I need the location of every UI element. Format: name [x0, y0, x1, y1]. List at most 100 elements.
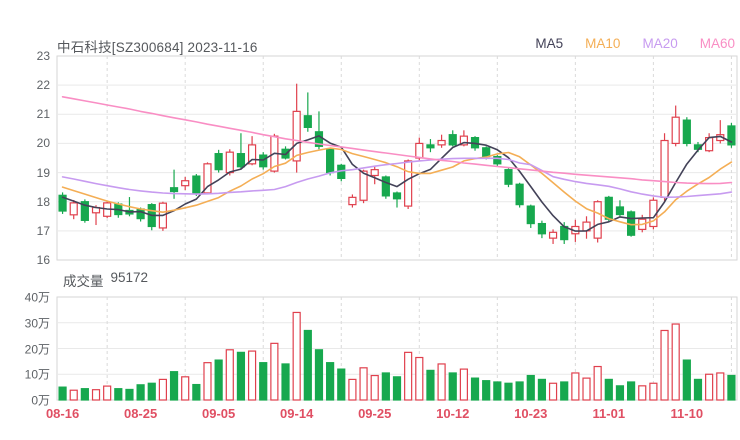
volume-bar[interactable]: [58, 386, 67, 401]
volume-bar[interactable]: [147, 382, 156, 401]
volume-bar[interactable]: [80, 388, 89, 401]
candle-body[interactable]: [504, 169, 513, 185]
candle-body[interactable]: [80, 201, 89, 221]
volume-bar[interactable]: [560, 381, 569, 401]
candle-body[interactable]: [192, 175, 201, 194]
date-tick-label[interactable]: 10-23: [514, 406, 548, 421]
date-tick-label[interactable]: 11-10: [670, 406, 704, 421]
volume-bar[interactable]: [181, 376, 190, 401]
volume-bar[interactable]: [504, 382, 513, 401]
volume-bar[interactable]: [381, 372, 390, 401]
volume-bar[interactable]: [649, 382, 658, 401]
volume-bar[interactable]: [158, 378, 168, 401]
volume-bar[interactable]: [281, 363, 290, 401]
date-tick-label[interactable]: 09-05: [202, 406, 236, 421]
candle-body[interactable]: [404, 160, 413, 207]
candle-body[interactable]: [58, 194, 67, 212]
candle-body[interactable]: [169, 187, 179, 193]
legend-ma10[interactable]: MA10: [585, 36, 621, 51]
volume-bar[interactable]: [448, 372, 457, 401]
volume-bar[interactable]: [348, 378, 357, 401]
candle-body[interactable]: [69, 202, 78, 216]
candle-body[interactable]: [203, 163, 212, 194]
volume-bar[interactable]: [693, 378, 703, 401]
price-panel[interactable]: [56, 55, 738, 261]
volume-bar[interactable]: [69, 389, 78, 401]
volume-bar[interactable]: [91, 389, 101, 401]
candle-body[interactable]: [526, 205, 535, 225]
candle-body[interactable]: [604, 196, 613, 220]
volume-bar[interactable]: [493, 381, 502, 401]
volume-bar[interactable]: [236, 351, 246, 401]
volume-bar[interactable]: [426, 369, 435, 401]
candle-body[interactable]: [548, 231, 558, 239]
volume-bar[interactable]: [604, 378, 613, 401]
volume-bar[interactable]: [203, 362, 212, 401]
volume-bar[interactable]: [526, 374, 535, 401]
candle-body[interactable]: [682, 119, 691, 145]
volume-bar[interactable]: [716, 372, 725, 401]
volume-bar[interactable]: [459, 368, 468, 401]
volume-bar[interactable]: [537, 378, 547, 401]
date-tick-label[interactable]: 09-25: [358, 406, 392, 421]
volume-bar[interactable]: [247, 350, 257, 401]
volume-bar[interactable]: [404, 351, 413, 401]
candle-body[interactable]: [593, 201, 602, 239]
volume-bar[interactable]: [103, 385, 112, 401]
candle-body[interactable]: [359, 170, 368, 201]
volume-bar[interactable]: [615, 385, 625, 401]
volume-bar[interactable]: [660, 329, 669, 401]
candle-body[interactable]: [292, 110, 301, 162]
volume-bar[interactable]: [705, 373, 714, 401]
candle-body[interactable]: [415, 142, 424, 159]
candle-body[interactable]: [247, 144, 257, 165]
volume-bar[interactable]: [515, 381, 524, 401]
candle-body[interactable]: [259, 154, 268, 168]
candle-body[interactable]: [437, 139, 446, 146]
volume-bar[interactable]: [626, 381, 636, 401]
volume-bar[interactable]: [337, 368, 346, 401]
legend-ma20[interactable]: MA20: [642, 36, 678, 51]
volume-bar[interactable]: [270, 342, 279, 401]
volume-bar[interactable]: [415, 356, 424, 401]
volume-bar[interactable]: [482, 380, 491, 401]
volume-bar[interactable]: [392, 376, 402, 401]
date-tick-label[interactable]: 08-25: [123, 406, 158, 421]
volume-bar[interactable]: [359, 367, 368, 401]
candle-body[interactable]: [448, 134, 457, 146]
candle-body[interactable]: [482, 147, 491, 158]
candle-body[interactable]: [537, 222, 547, 235]
candle-body[interactable]: [727, 125, 736, 146]
date-tick-label[interactable]: 09-14: [280, 406, 314, 421]
volume-bar[interactable]: [214, 359, 223, 401]
volume-bar[interactable]: [470, 377, 480, 401]
candle-body[interactable]: [493, 155, 502, 165]
volume-bar[interactable]: [571, 372, 580, 401]
volume-bar[interactable]: [192, 383, 201, 401]
candle-body[interactable]: [236, 153, 246, 168]
candle-body[interactable]: [426, 144, 435, 149]
volume-bar[interactable]: [169, 371, 179, 401]
volume-bar[interactable]: [638, 385, 647, 401]
candle-body[interactable]: [381, 176, 390, 197]
volume-bar[interactable]: [114, 388, 123, 401]
volume-bar[interactable]: [548, 382, 558, 401]
volume-bar[interactable]: [437, 363, 446, 401]
volume-bar[interactable]: [593, 365, 602, 401]
volume-bar[interactable]: [225, 349, 234, 401]
date-tick-label[interactable]: 08-16: [45, 406, 80, 421]
volume-bar[interactable]: [682, 359, 691, 401]
candle-body[interactable]: [326, 148, 335, 174]
candle-body[interactable]: [370, 169, 379, 177]
volume-bar[interactable]: [136, 384, 145, 401]
volume-bar[interactable]: [259, 362, 268, 401]
volume-bar[interactable]: [125, 388, 134, 401]
candle-body[interactable]: [515, 183, 524, 206]
volume-bar[interactable]: [303, 329, 312, 401]
candle-body[interactable]: [459, 135, 468, 146]
candle-body[interactable]: [303, 115, 312, 129]
candle-body[interactable]: [136, 208, 145, 220]
volume-bar[interactable]: [326, 362, 335, 401]
candle-body[interactable]: [671, 116, 680, 145]
